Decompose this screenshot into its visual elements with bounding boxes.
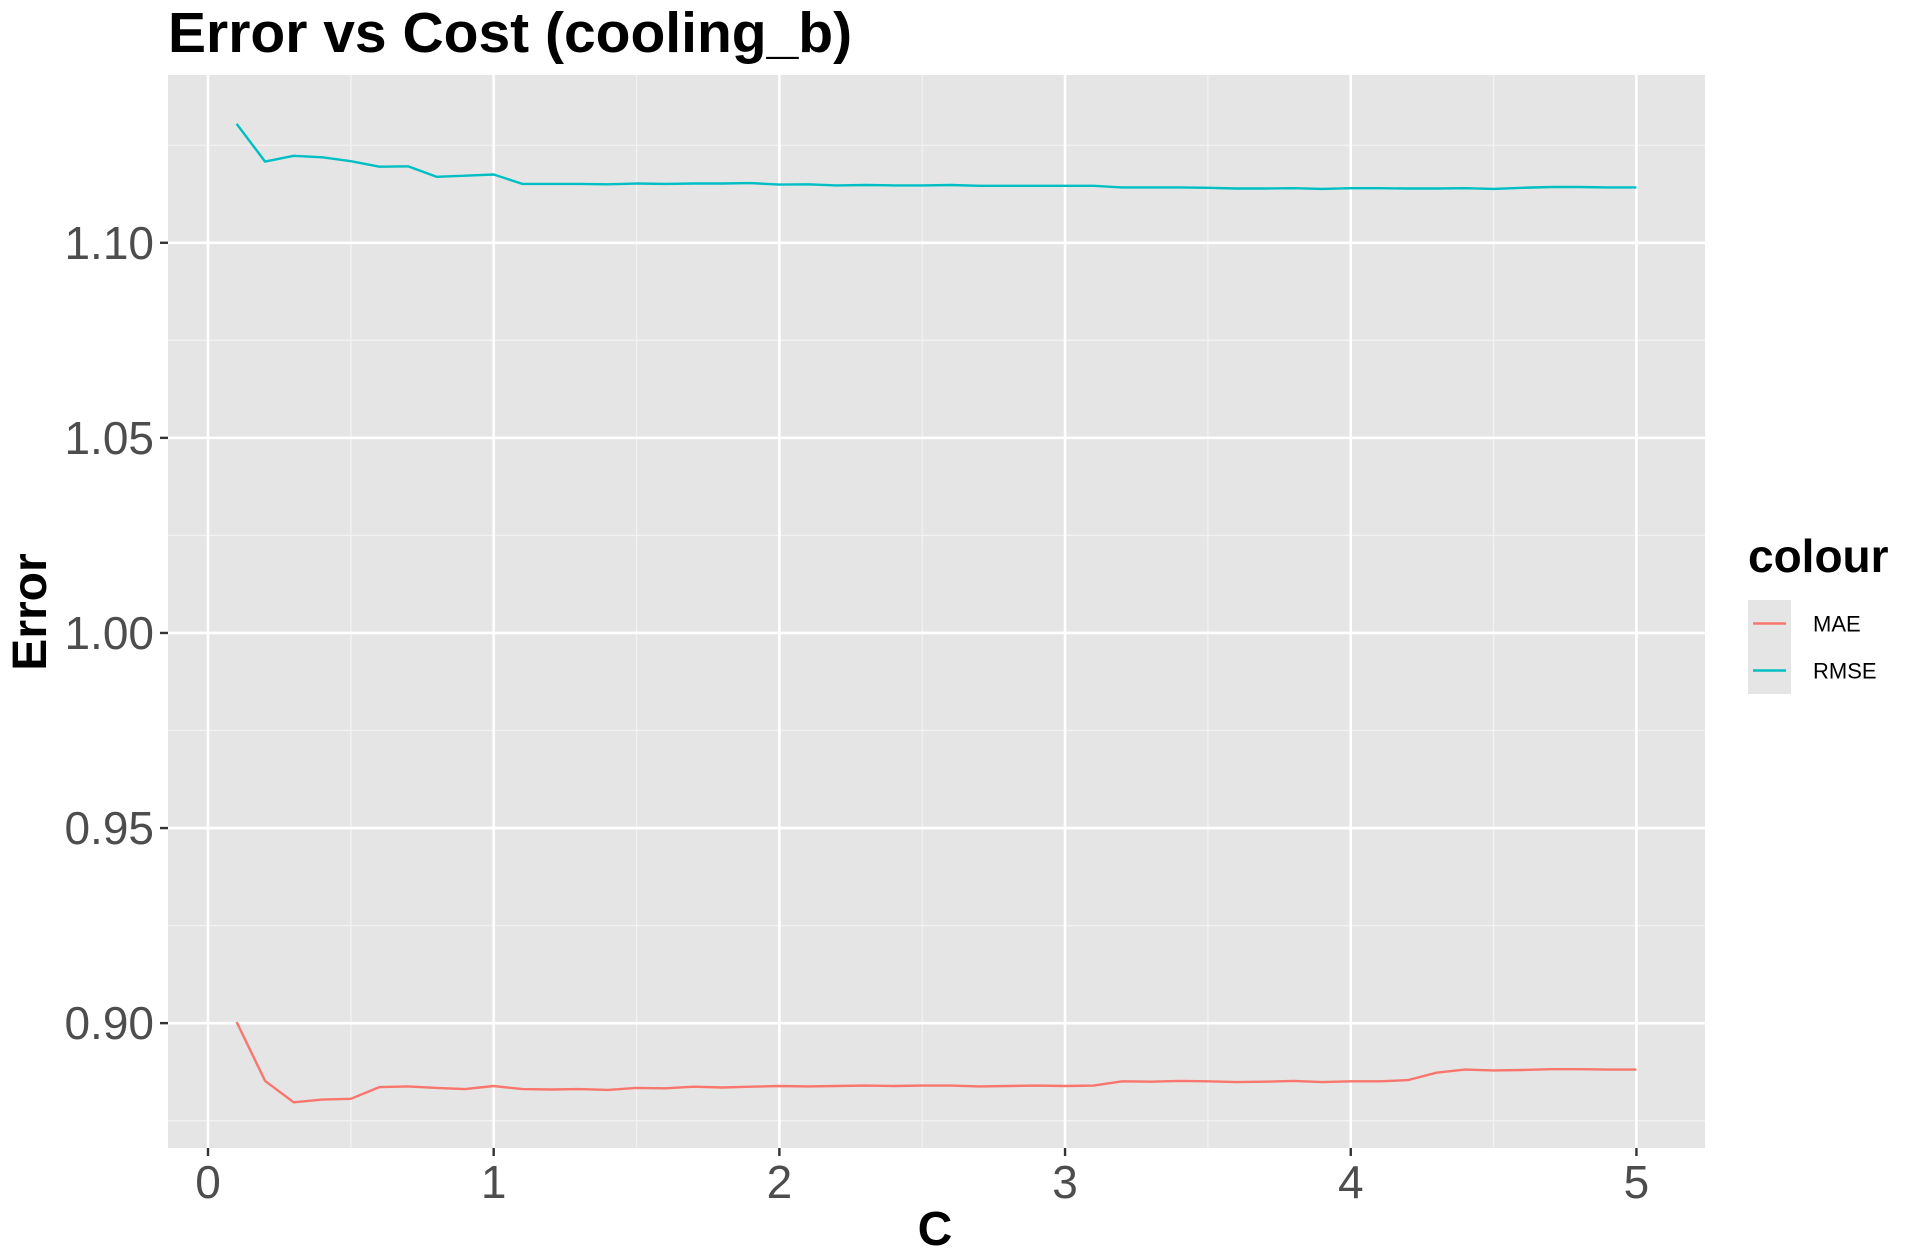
legend-title: colour [1748,530,1889,582]
x-tick-label: 2 [767,1156,793,1208]
x-tick-label: 4 [1338,1156,1364,1208]
x-axis: 0 1 2 3 4 5 [195,1148,1649,1208]
legend-label-rmse: RMSE [1813,659,1877,684]
legend-label-mae: MAE [1813,612,1861,637]
legend-items: MAE RMSE [1748,600,1877,694]
legend: colour MAE RMSE [1748,530,1889,694]
minor-gridlines [168,75,1705,1148]
x-axis-title: C [918,1203,953,1254]
y-tick-label: 0.90 [64,997,154,1049]
x-tick-label: 5 [1624,1156,1650,1208]
y-axis-title: Error [4,553,57,670]
y-tick-label: 1.05 [64,412,154,464]
series-line-mae [235,1021,1637,1104]
x-tick-label: 0 [195,1156,221,1208]
x-tick-label: 3 [1052,1156,1078,1208]
y-tick-label: 0.95 [64,802,154,854]
y-tick-label: 1.00 [64,607,154,659]
plot-panel [168,75,1705,1148]
y-tick-label: 1.10 [64,217,154,269]
y-axis: 0.90 0.95 1.00 1.05 1.10 [64,217,168,1049]
x-tick-label: 1 [481,1156,507,1208]
series-lines [235,123,1637,1104]
chart-title: Error vs Cost (cooling_b) [168,1,852,65]
major-gridlines [168,75,1705,1148]
series-line-rmse [235,123,1637,191]
